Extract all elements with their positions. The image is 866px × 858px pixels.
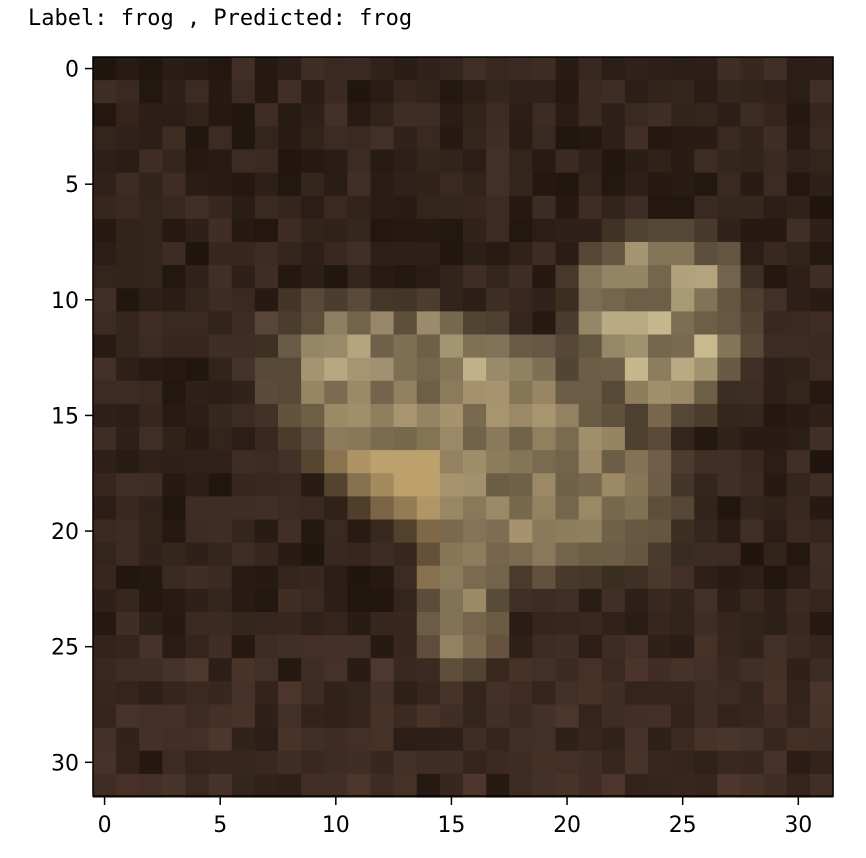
x-axis: 0 5 10 15 20 25 30 xyxy=(98,797,813,838)
y-tick-label: 15 xyxy=(51,404,79,429)
x-tick-label: 0 xyxy=(98,813,112,838)
x-tick-label: 25 xyxy=(669,813,697,838)
y-tick-label: 5 xyxy=(65,173,79,198)
y-tick-label: 25 xyxy=(51,636,79,661)
pixel-image xyxy=(93,57,834,798)
x-tick-label: 15 xyxy=(437,813,465,838)
x-tick-label: 10 xyxy=(322,813,350,838)
x-tick-label: 5 xyxy=(213,813,227,838)
y-tick-label: 10 xyxy=(51,289,79,314)
y-tick-label: 30 xyxy=(51,751,79,776)
x-tick-label: 20 xyxy=(553,813,581,838)
x-tick-label: 30 xyxy=(784,813,812,838)
y-axis: 0 5 10 15 20 25 30 xyxy=(51,58,93,777)
y-tick-label: 0 xyxy=(65,58,79,83)
y-tick-label: 20 xyxy=(51,520,79,545)
